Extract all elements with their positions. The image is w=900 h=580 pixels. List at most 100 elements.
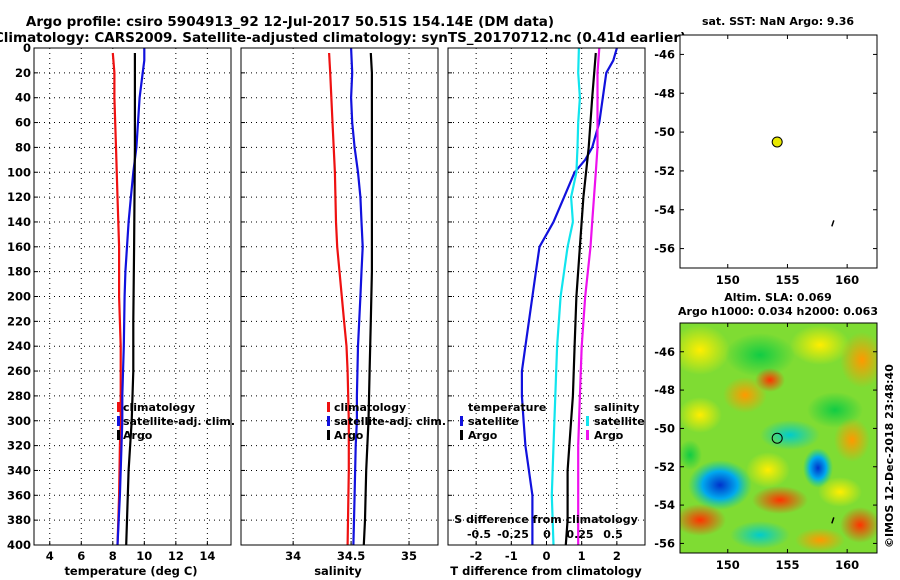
argo-position-marker	[771, 432, 783, 444]
y-tick-label: 280	[7, 389, 31, 403]
legend-argo-swatch	[327, 430, 330, 440]
series-line-satellite-adj-clim-	[116, 48, 146, 546]
series-line-t-satellite	[520, 47, 618, 545]
map-y-tick-label: -48	[654, 86, 675, 100]
y-tick-label: 0	[23, 41, 31, 55]
difference-xlabel: T difference from climatology	[450, 564, 642, 578]
altim-heatmap-field	[680, 323, 877, 553]
x-tick-label: 34	[285, 549, 301, 563]
temperature-xlabel: temperature (deg C)	[64, 564, 197, 578]
y-tick-label: 200	[7, 290, 31, 304]
legend-t-satellite-swatch	[460, 416, 463, 426]
legend-satellite-label: satellite-adj. clim.	[334, 415, 446, 428]
map-x-tick-label: 155	[775, 558, 799, 572]
map-y-tick-label: -50	[654, 421, 675, 435]
map-x-tick-label: 160	[835, 273, 859, 287]
legend-climatology-swatch	[117, 402, 120, 412]
x-tick-label: -2	[470, 549, 483, 563]
legend-t-argo-label: Argo	[468, 429, 498, 442]
series-line-argo	[125, 53, 136, 546]
salinity-plot-area	[241, 48, 438, 545]
figure-title-line1: Argo profile: csiro 5904913_92 12-Jul-20…	[26, 14, 554, 30]
y-tick-label: 300	[7, 414, 31, 428]
difference-plot-area	[448, 48, 645, 545]
series-line-climatology	[111, 52, 122, 546]
map-y-tick-label: -56	[654, 242, 675, 256]
float-track-mark	[831, 517, 835, 524]
salinity-panel: 34 34.5 35	[240, 47, 439, 563]
legend-t-argo-swatch	[460, 430, 463, 440]
imos-credit: ©IMOS 12-Dec-2018 23:48:40	[883, 364, 896, 548]
y-tick-label: 380	[7, 513, 31, 527]
temperature-legend: climatology satellite-adj. clim. Argo	[117, 401, 235, 442]
float-track-mark	[831, 220, 835, 227]
legend-s-satellite-label: satellite	[594, 415, 645, 428]
x-tick-label: 4	[46, 549, 54, 563]
y-tick-label: 120	[7, 190, 31, 204]
x-tick-label: 2	[613, 549, 621, 563]
x-tick-label: 12	[168, 549, 184, 563]
y-tick-label: 160	[7, 240, 31, 254]
map-y-tick-label: -46	[654, 47, 675, 61]
salinity-xlabel: salinity	[314, 564, 362, 578]
series-line-s-argo	[577, 47, 601, 545]
legend-salinity-title: salinity	[594, 401, 640, 414]
legend-argo-label: Argo	[334, 429, 364, 442]
y-tick-label: 60	[15, 116, 31, 130]
x-tick-label: 35	[401, 549, 417, 563]
map-y-tick-label: -46	[654, 345, 675, 359]
x-tick-label: 8	[109, 549, 117, 563]
legend-s-satellite-swatch	[586, 416, 589, 426]
y-tick-label: 20	[15, 66, 31, 80]
series-line-climatology	[328, 52, 350, 546]
difference-legend: temperature satellite Argo salinity sate…	[460, 401, 645, 442]
s-tick: -0.25	[497, 528, 529, 541]
y-tick-label: 320	[7, 439, 31, 453]
series-line-s-satellite	[550, 47, 582, 546]
s-difference-label: S difference from climatology	[454, 513, 638, 526]
map-x-tick-label: 155	[775, 273, 799, 287]
series-line-argo	[362, 52, 373, 546]
y-tick-label: 140	[7, 215, 31, 229]
x-tick-label: 0	[542, 549, 550, 563]
argo-position-marker	[771, 136, 783, 148]
y-tick-label: 340	[7, 463, 31, 477]
map-x-tick-label: 160	[835, 558, 859, 572]
y-tick-label: 40	[15, 91, 31, 105]
series-line-satellite-adj-clim-	[350, 47, 364, 546]
map-y-tick-label: -52	[654, 164, 675, 178]
map-y-tick-label: -54	[654, 498, 675, 512]
y-tick-label: 400	[7, 538, 31, 552]
x-tick-label: -1	[505, 549, 518, 563]
x-tick-label: 1	[578, 549, 586, 563]
altim-map: 150 155 160 -46 -48 -50 -52 -54 -56	[654, 322, 878, 572]
y-tick-label: 100	[7, 165, 31, 179]
altim-map-title-line1: Altim. SLA: 0.069	[724, 291, 831, 304]
legend-climatology-label: climatology	[123, 401, 195, 414]
legend-s-argo-label: Argo	[594, 429, 624, 442]
y-tick-label: 360	[7, 488, 31, 502]
legend-t-satellite-label: satellite	[468, 415, 519, 428]
y-tick-label: 220	[7, 314, 31, 328]
map-y-tick-label: -48	[654, 383, 675, 397]
s-tick: 0.25	[566, 528, 593, 541]
s-difference-ticks: -0.5 -0.25 0 0.25 0.5	[467, 528, 623, 541]
difference-panel: -2 -1 0 1 2	[447, 47, 646, 563]
altim-map-frame	[679, 322, 878, 554]
x-tick-label: 34.5	[337, 549, 365, 563]
s-tick: -0.5	[467, 528, 491, 541]
legend-climatology-swatch	[327, 402, 330, 412]
sst-map: 150 155 160 -46 -48 -50 -52 -54 -56	[654, 34, 878, 287]
altim-map-title-line2: Argo h1000: 0.034 h2000: 0.063	[678, 305, 878, 318]
map-y-tick-label: -52	[654, 460, 675, 474]
s-tick: 0	[543, 528, 551, 541]
x-tick-label: 10	[136, 549, 152, 563]
series-line-t-argo	[564, 52, 597, 546]
sst-map-title: sat. SST: NaN Argo: 9.36	[702, 15, 854, 28]
legend-s-argo-swatch	[586, 430, 589, 440]
x-tick-label: 6	[77, 549, 85, 563]
legend-argo-swatch	[117, 430, 120, 440]
temperature-panel: 4 6 8 10 12 140204060801001201401601802002202…	[7, 41, 232, 563]
legend-satellite-swatch	[117, 416, 120, 426]
